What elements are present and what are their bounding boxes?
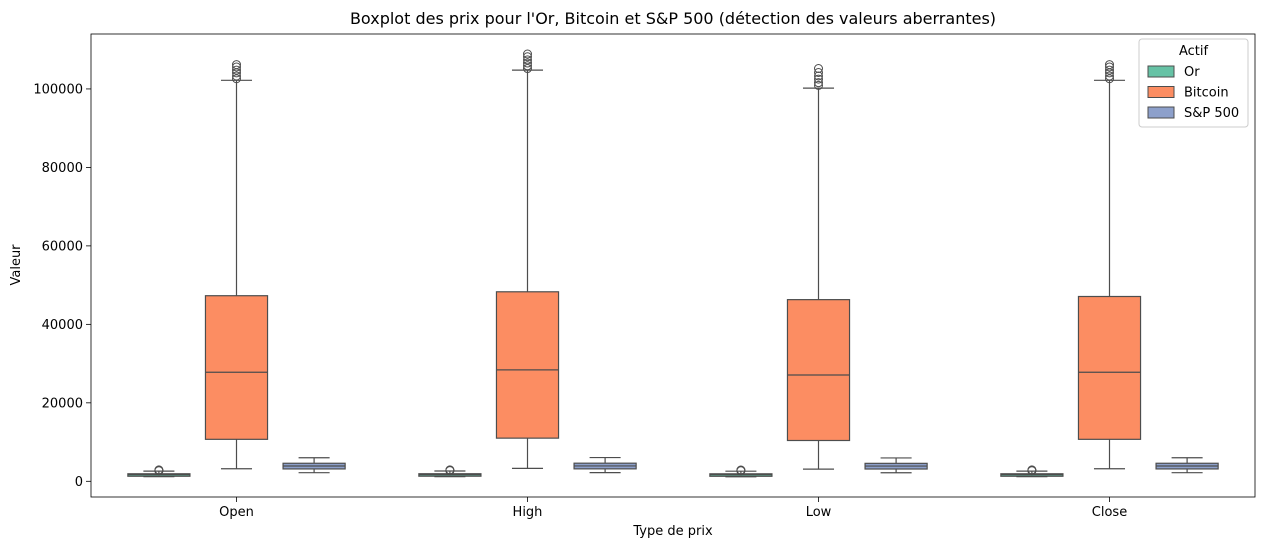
box-iqr	[786, 299, 851, 442]
legend-swatch	[1147, 65, 1175, 78]
box-iqr	[1077, 295, 1142, 440]
axes-frame	[90, 33, 1256, 498]
x-tick-label: High	[513, 505, 543, 520]
box-or-high	[418, 465, 482, 478]
x-tick-label: Close	[1092, 505, 1127, 520]
outlier-point	[814, 64, 823, 74]
legend-box	[1138, 38, 1249, 128]
box-s-p-500-open	[282, 457, 346, 474]
legend-item: Or	[1147, 65, 1200, 80]
y-axis-label: Valeur	[9, 244, 24, 286]
box-bitcoin-high	[495, 49, 560, 469]
outlier-point	[523, 64, 532, 74]
legend-label: Bitcoin	[1184, 86, 1229, 101]
legend-swatch	[1147, 106, 1175, 119]
outlier-point	[523, 58, 532, 68]
legend-item: Bitcoin	[1147, 86, 1229, 101]
x-tick-label: Open	[219, 505, 254, 520]
y-tick-label: 0	[75, 475, 83, 490]
box-or-close	[1000, 465, 1064, 478]
outlier-point	[232, 71, 241, 81]
legend-swatch	[1147, 86, 1175, 98]
box-bitcoin-close	[1077, 60, 1142, 470]
box-or-open	[127, 465, 191, 478]
legend-title: Actif	[1179, 44, 1209, 59]
outlier-point	[736, 465, 746, 475]
outlier-point	[1105, 74, 1114, 84]
outlier-point	[232, 60, 241, 70]
box-s-p-500-low	[864, 457, 928, 474]
outlier-point	[1105, 65, 1114, 75]
outlier-point	[814, 71, 823, 81]
outlier-point	[232, 65, 241, 75]
outlier-point	[154, 465, 164, 475]
legend-label: S&P 500	[1184, 106, 1239, 121]
legend: Actif Or Bitcoin S&P 500	[1138, 38, 1249, 128]
outlier-point	[523, 49, 532, 59]
outlier-point	[814, 80, 823, 90]
y-tick-label: 60000	[42, 239, 83, 254]
outlier-point	[814, 74, 823, 84]
box-s-p-500-high	[573, 456, 637, 474]
box-or-low	[709, 465, 773, 478]
chart-title: Boxplot des prix pour l'Or, Bitcoin et S…	[350, 9, 996, 28]
legend-label: Or	[1184, 65, 1200, 80]
box-iqr	[495, 291, 560, 439]
outlier-point	[232, 74, 241, 84]
y-tick-label: 100000	[33, 82, 83, 97]
outlier-point	[814, 67, 823, 77]
outlier-point	[814, 78, 823, 88]
outlier-point	[1105, 71, 1114, 81]
box-s-p-500-close	[1155, 457, 1219, 474]
outlier-point	[445, 465, 455, 475]
y-tick-label: 20000	[42, 396, 83, 411]
plot-area: 0 20000 40000 60000 80000 100000 Open High Low Cl…	[33, 33, 1256, 520]
y-tick-label: 40000	[42, 318, 83, 333]
outlier-point	[523, 52, 532, 62]
outlier-point	[232, 62, 241, 72]
outlier-point	[1105, 62, 1114, 72]
x-tick-label: Low	[806, 505, 832, 520]
x-axis-label: Type de prix	[632, 524, 713, 539]
box-bitcoin-low	[786, 64, 851, 470]
outlier-point	[523, 55, 532, 65]
outlier-point	[1027, 465, 1037, 475]
box-iqr	[204, 295, 269, 440]
outlier-point	[1105, 60, 1114, 70]
y-tick-label: 80000	[42, 161, 83, 176]
box-bitcoin-open	[204, 60, 269, 470]
legend-item: S&P 500	[1147, 106, 1239, 121]
outlier-point	[523, 61, 532, 71]
